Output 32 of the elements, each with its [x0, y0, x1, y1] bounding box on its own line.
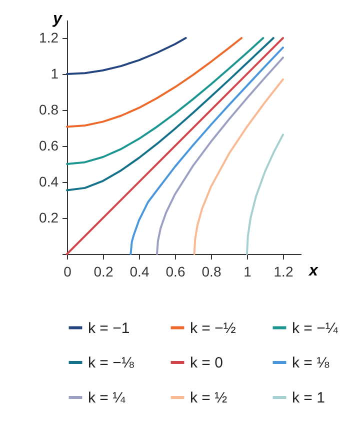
x-tick-label: 0.8	[202, 264, 222, 280]
legend-label: k = ½	[190, 390, 228, 406]
y-tick-label: 0.4	[39, 174, 59, 190]
legend-label: k = 0	[190, 354, 223, 372]
x-tick-label: 0.4	[130, 264, 150, 280]
x-tick-label: 0	[64, 264, 72, 280]
legend-label: k = ¼	[88, 390, 126, 406]
y-tick-label: 0.6	[39, 138, 59, 154]
legend-label: k = −1	[88, 320, 130, 337]
line-series	[66, 37, 187, 75]
legend-label: k = −½	[190, 320, 236, 337]
line-series	[246, 134, 284, 255]
line-series	[156, 56, 284, 255]
line-series	[193, 78, 284, 255]
legend-label: k = −¼	[292, 320, 338, 337]
y-tick-label: 1	[50, 66, 59, 82]
line-series	[66, 37, 274, 192]
line-series	[66, 37, 264, 165]
x-axis-title: x	[308, 262, 320, 280]
x-tick-label: 1.2	[274, 264, 294, 280]
x-tick-label: 0.6	[166, 264, 186, 280]
y-tick-label: 0.8	[39, 102, 59, 118]
legend-label: k = 1	[292, 390, 325, 406]
legend-label: k = ⅛	[292, 354, 330, 372]
x-tick-label: 0.2	[94, 264, 114, 280]
legend-label: k = −⅛	[88, 354, 134, 372]
line-series	[66, 37, 243, 128]
y-axis-title: y	[52, 10, 64, 28]
y-tick-label: 0.2	[39, 210, 59, 226]
line-series	[130, 46, 284, 255]
y-tick-label: 1.2	[39, 30, 59, 46]
x-tick-label: 1	[244, 264, 252, 280]
